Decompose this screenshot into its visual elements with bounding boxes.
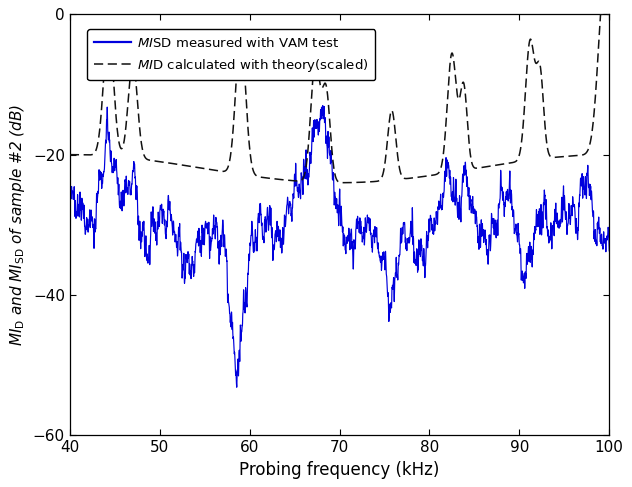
Legend: $\mathit{MI}$SD measured with VAM test, $\mathit{MI}$D calculated with theory(sc: $\mathit{MI}$SD measured with VAM test, … bbox=[87, 29, 375, 80]
X-axis label: Probing frequency (kHz): Probing frequency (kHz) bbox=[240, 461, 440, 479]
Y-axis label: $MI_\mathrm{D}$ and $MI_\mathrm{SD}$ of sample #2 (dB): $MI_\mathrm{D}$ and $MI_\mathrm{SD}$ of … bbox=[8, 104, 27, 346]
